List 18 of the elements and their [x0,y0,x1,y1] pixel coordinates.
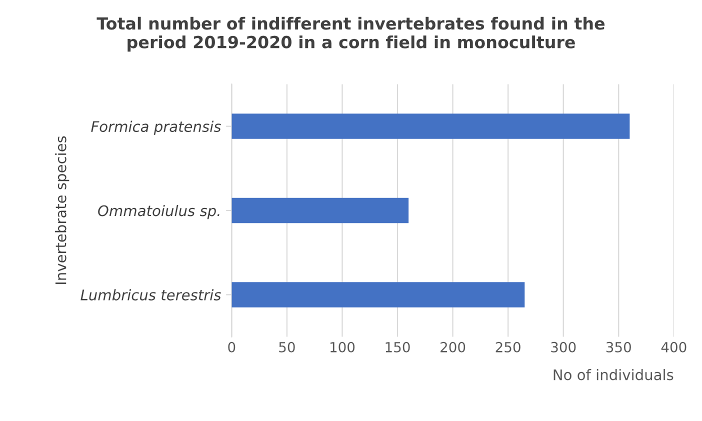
bar [232,282,525,308]
x-tick-label: 50 [279,342,295,352]
x-tick-label: 350 [606,342,631,352]
y-tick-label: Ommatoiulus sp. [98,204,220,220]
x-tick-label: 300 [551,342,576,352]
y-axis-title: Invertebrate species [55,136,70,284]
x-tick-label: 250 [496,342,520,352]
y-tick-label: Formica pratensis [91,120,221,135]
x-tick-label: 100 [330,342,355,352]
x-tick-label: 400 [661,342,686,352]
bar [232,198,409,224]
x-tick-label: 150 [386,342,410,352]
y-tick-label: Lumbricus terestris [80,289,221,300]
x-tick-label: 0 [228,342,236,352]
bar [232,114,630,139]
x-tick-label: 200 [440,342,466,352]
chart-title: Total number of indifferent invertebrates found in the period 2019-2020 in a corn field in monoculture [96,16,605,52]
x-axis-title: No of individuals [554,368,674,380]
